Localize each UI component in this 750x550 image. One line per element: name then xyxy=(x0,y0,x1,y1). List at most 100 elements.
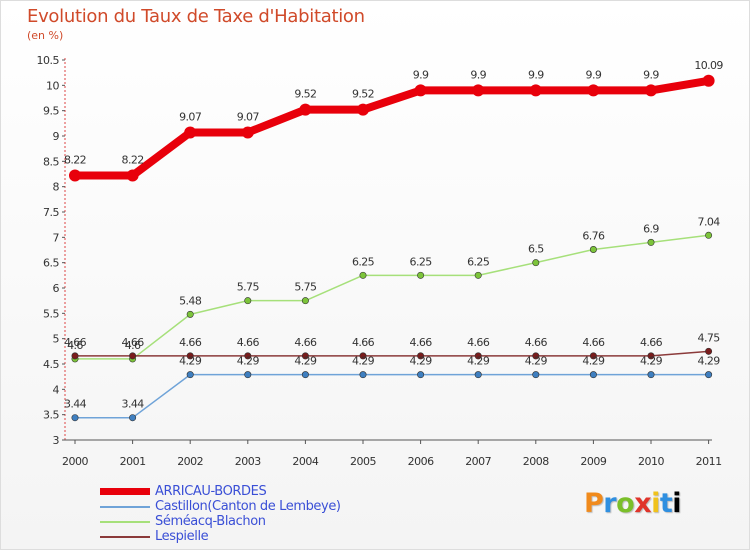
data-point-arricau-bordes xyxy=(414,84,427,97)
data-point-arricau-bordes xyxy=(702,74,715,87)
data-point-castillon-canton-de-lembeye xyxy=(474,371,482,379)
data-label-castillon-canton-de-lembeye: 4.29 xyxy=(582,355,605,368)
series-data-labels: 8.22 8.22 9.07 9.07 9.52 9.52 9.9 9.9 9.9 9.9 9.9 1… xyxy=(64,59,724,411)
data-label-arricau-bordes: 9.52 xyxy=(352,88,374,101)
data-label-lespielle: 4.66 xyxy=(64,336,87,349)
data-label-lespielle: 4.66 xyxy=(410,336,433,349)
data-label-arricau-bordes: 9.9 xyxy=(643,68,659,81)
data-point-arricau-bordes xyxy=(69,169,81,182)
data-label-lespielle: 4.66 xyxy=(640,336,663,349)
series-line-s-m-acq-blachon xyxy=(74,234,710,360)
y-tick-label: 9.5 xyxy=(43,105,59,118)
data-point-arricau-bordes xyxy=(645,84,657,97)
legend-label: Lespielle xyxy=(155,529,209,544)
data-point-lespielle xyxy=(589,352,597,360)
data-label-castillon-canton-de-lembeye: 4.29 xyxy=(294,355,317,368)
data-label-arricau-bordes: 9.9 xyxy=(413,68,429,81)
y-tick-label: 5 xyxy=(53,333,60,346)
data-point-castillon-canton-de-lembeye xyxy=(186,371,194,379)
data-label-s-m-acq-blachon: 5.75 xyxy=(237,281,260,294)
data-point-s-m-acq-blachon xyxy=(532,259,540,267)
data-label-castillon-canton-de-lembeye: 4.29 xyxy=(237,355,260,368)
chart-subtitle: (en %) xyxy=(27,29,64,42)
y-tick-label: 7 xyxy=(53,231,60,244)
data-point-lespielle xyxy=(647,352,655,360)
data-point-arricau-bordes xyxy=(587,84,600,97)
y-tick-label: 4.5 xyxy=(43,358,59,371)
proxiti-logo: Proxiti xyxy=(584,488,682,519)
data-label-lespielle: 4.66 xyxy=(294,336,317,349)
data-point-arricau-bordes xyxy=(184,126,197,139)
legend-label: ARRICAU-BORDES xyxy=(155,484,267,499)
chart-axes: 3 3.5 4 4.5 5 5.5 6 6.5 7 7.5 8 8.5 9 9.5 10 10.5 2000 20… xyxy=(37,54,723,468)
y-tick-label: 7.5 xyxy=(43,206,59,219)
data-label-s-m-acq-blachon: 6.25 xyxy=(467,255,490,268)
data-label-lespielle: 4.66 xyxy=(122,336,145,349)
data-point-arricau-bordes xyxy=(241,126,254,139)
data-label-s-m-acq-blachon: 6.76 xyxy=(582,229,605,242)
y-tick-label: 3.5 xyxy=(43,409,59,422)
legend-swatch-castillon xyxy=(100,506,150,508)
data-point-castillon-canton-de-lembeye xyxy=(359,371,367,379)
data-point-castillon-canton-de-lembeye xyxy=(532,371,540,379)
data-label-castillon-canton-de-lembeye: 4.29 xyxy=(467,355,490,368)
data-label-arricau-bordes: 9.52 xyxy=(294,88,316,101)
y-tick-label: 5.5 xyxy=(43,307,59,320)
data-label-castillon-canton-de-lembeye: 4.29 xyxy=(640,355,663,368)
x-tick-label: 2010 xyxy=(638,455,664,468)
data-label-lespielle: 4.66 xyxy=(352,336,375,349)
data-point-s-m-acq-blachon xyxy=(474,271,482,279)
data-point-lespielle xyxy=(705,347,713,355)
data-label-s-m-acq-blachon: 6.25 xyxy=(352,255,375,268)
data-label-arricau-bordes: 10.09 xyxy=(694,59,723,72)
y-tick-label: 4 xyxy=(53,383,60,396)
data-point-castillon-canton-de-lembeye xyxy=(301,371,309,379)
data-label-castillon-canton-de-lembeye: 4.29 xyxy=(179,355,202,368)
y-tick-label: 10.5 xyxy=(37,54,60,67)
data-label-arricau-bordes: 8.22 xyxy=(64,154,86,167)
x-tick-label: 2005 xyxy=(350,455,376,468)
y-tick-label: 10 xyxy=(46,79,59,92)
data-label-arricau-bordes: 9.9 xyxy=(528,68,544,81)
data-point-lespielle xyxy=(129,352,137,360)
data-point-s-m-acq-blachon xyxy=(705,231,713,239)
series-line-lespielle xyxy=(74,350,710,357)
legend-label: Séméacq-Blachon xyxy=(155,514,266,529)
data-label-lespielle: 4.66 xyxy=(237,336,260,349)
x-tick-label: 2006 xyxy=(408,455,434,468)
data-label-lespielle: 4.66 xyxy=(179,336,202,349)
data-label-castillon-canton-de-lembeye: 4.29 xyxy=(525,355,548,368)
data-label-s-m-acq-blachon: 4.6 xyxy=(67,339,83,352)
data-point-s-m-acq-blachon xyxy=(186,310,194,318)
data-label-lespielle: 4.66 xyxy=(525,336,548,349)
data-label-castillon-canton-de-lembeye: 3.44 xyxy=(122,398,145,411)
data-point-lespielle xyxy=(71,352,79,360)
data-point-lespielle xyxy=(532,352,540,360)
data-label-castillon-canton-de-lembeye: 3.44 xyxy=(64,398,87,411)
data-label-arricau-bordes: 8.22 xyxy=(122,154,144,167)
data-point-lespielle xyxy=(186,352,194,360)
data-point-lespielle xyxy=(417,352,425,360)
legend-swatch-semeacq-blachon xyxy=(100,521,150,523)
data-point-s-m-acq-blachon xyxy=(244,297,252,305)
data-label-s-m-acq-blachon: 4.6 xyxy=(125,339,141,352)
legend-label: Castillon(Canton de Lembeye) xyxy=(155,499,341,514)
series-line-arricau-bordes xyxy=(71,76,713,180)
x-tick-label: 2000 xyxy=(62,455,88,468)
data-label-lespielle: 4.66 xyxy=(582,336,605,349)
y-tick-label: 6 xyxy=(53,282,60,295)
x-tick-label: 2009 xyxy=(580,455,606,468)
series-line-castillon-canton-de-lembeye xyxy=(74,373,710,419)
data-point-arricau-bordes xyxy=(299,103,312,116)
x-tick-label: 2004 xyxy=(292,455,318,468)
x-tick-label: 2003 xyxy=(235,455,261,468)
x-tick-label: 2008 xyxy=(523,455,549,468)
data-point-lespielle xyxy=(359,352,367,360)
data-point-lespielle xyxy=(301,352,309,360)
data-point-s-m-acq-blachon xyxy=(417,271,425,279)
data-point-s-m-acq-blachon xyxy=(359,271,367,279)
y-tick-label: 9 xyxy=(53,130,60,143)
data-point-lespielle xyxy=(244,352,252,360)
x-tick-label: 2011 xyxy=(696,455,722,468)
data-point-castillon-canton-de-lembeye xyxy=(244,371,252,379)
